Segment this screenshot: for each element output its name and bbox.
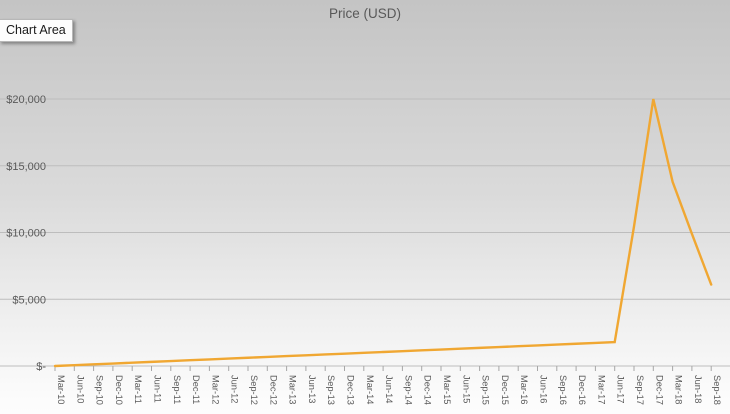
svg-text:Sep-10: Sep-10 [95,375,105,405]
svg-text:Sep-13: Sep-13 [326,375,336,405]
svg-text:$-: $- [36,361,46,373]
svg-text:Jun-10: Jun-10 [75,375,85,403]
svg-text:Dec-16: Dec-16 [577,375,587,405]
svg-text:Mar-17: Mar-17 [596,375,606,404]
svg-text:Mar-14: Mar-14 [365,375,375,404]
svg-text:Jun-14: Jun-14 [384,375,394,403]
svg-text:Mar-11: Mar-11 [133,375,143,404]
svg-text:Dec-13: Dec-13 [346,375,356,405]
svg-text:Jun-15: Jun-15 [461,375,471,403]
svg-text:Sep-16: Sep-16 [558,375,568,405]
svg-text:Jun-12: Jun-12 [230,375,240,403]
svg-text:Sep-18: Sep-18 [712,375,722,405]
svg-text:Mar-16: Mar-16 [519,375,529,404]
svg-text:Dec-15: Dec-15 [500,375,510,405]
svg-text:Dec-12: Dec-12 [268,375,278,405]
svg-text:Jun-13: Jun-13 [307,375,317,403]
svg-text:$15,000: $15,000 [6,161,46,173]
svg-text:Dec-11: Dec-11 [191,375,201,404]
svg-text:Sep-11: Sep-11 [172,375,182,404]
svg-text:$5,000: $5,000 [12,294,46,306]
svg-text:Dec-10: Dec-10 [114,375,124,405]
svg-text:Mar-12: Mar-12 [210,375,220,404]
svg-text:Sep-12: Sep-12 [249,375,259,405]
svg-text:Mar-15: Mar-15 [442,375,452,404]
svg-text:$20,000: $20,000 [6,94,46,106]
svg-text:Jun-17: Jun-17 [616,375,626,403]
svg-text:Dec-14: Dec-14 [423,375,433,405]
svg-text:Jun-16: Jun-16 [539,375,549,403]
svg-text:Mar-10: Mar-10 [56,375,66,404]
svg-text:Dec-17: Dec-17 [654,375,664,405]
svg-text:Sep-14: Sep-14 [403,375,413,405]
svg-text:Jun-11: Jun-11 [153,375,163,403]
svg-text:Mar-13: Mar-13 [288,375,298,404]
svg-text:Sep-15: Sep-15 [481,375,491,405]
svg-text:$10,000: $10,000 [6,228,46,240]
svg-text:Mar-18: Mar-18 [674,375,684,404]
svg-text:Sep-17: Sep-17 [635,375,645,405]
svg-text:Jun-18: Jun-18 [693,375,703,403]
